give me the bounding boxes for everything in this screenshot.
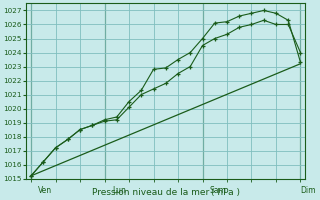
- X-axis label: Pression niveau de la mer ( hPa ): Pression niveau de la mer ( hPa ): [92, 188, 240, 197]
- Text: Sam: Sam: [210, 186, 227, 195]
- Text: Dim: Dim: [300, 186, 316, 195]
- Text: Ven: Ven: [38, 186, 52, 195]
- Text: Lun: Lun: [112, 186, 126, 195]
